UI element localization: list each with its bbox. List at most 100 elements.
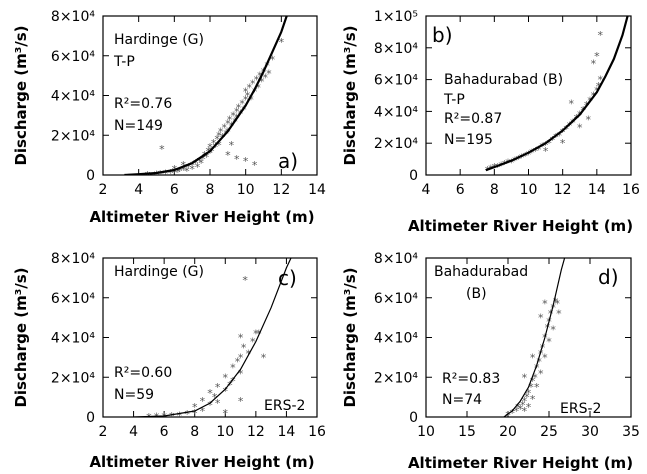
data-point: *	[532, 371, 538, 384]
x-tick-label: 12	[247, 424, 265, 440]
data-point: *	[211, 137, 217, 150]
fit-curve	[485, 16, 629, 172]
data-point: *	[238, 367, 244, 380]
data-point: *	[234, 153, 240, 166]
data-point: *	[542, 351, 548, 364]
data-point: *	[543, 145, 549, 158]
x-axis-title: Altimeter River Height (m)	[408, 217, 633, 235]
x-tick-label: 14	[308, 182, 326, 198]
data-point: *	[195, 161, 201, 174]
x-tick-label: 25	[540, 424, 558, 440]
sample-count-label: N=59	[114, 387, 154, 403]
y-tick-label: 4×10⁴	[374, 331, 418, 347]
data-point: *	[213, 141, 219, 154]
x-tick-label: 8	[206, 182, 215, 198]
data-point: *	[515, 401, 521, 414]
r-squared-label: R²=0.83	[442, 371, 500, 387]
x-tick-label: 8	[190, 424, 199, 440]
y-axis-title: Discharge (m³/s)	[341, 25, 359, 165]
data-point: *	[200, 395, 206, 408]
y-axis-title: Discharge (m³/s)	[12, 25, 30, 165]
y-tick-label: 0	[409, 168, 418, 184]
data-point: *	[230, 375, 236, 388]
data-point: *	[526, 401, 532, 414]
panel-a: 2 4 6 8 10 12 14 0 2×10⁴ 4×10⁴ 6×10⁴ 8×10⁴ Altimeter…	[12, 9, 326, 226]
data-point: *	[540, 341, 546, 354]
data-point: *	[550, 134, 556, 147]
data-point: *	[568, 97, 574, 110]
x-tick-label: 20	[499, 424, 517, 440]
data-point: *	[204, 151, 210, 164]
data-point: *	[146, 411, 152, 424]
y-tick-label: 1×10⁵	[374, 9, 418, 25]
data-point: *	[509, 156, 515, 169]
data-point: *	[242, 274, 248, 287]
data-point: *	[556, 308, 562, 321]
data-point: *	[567, 120, 573, 133]
data-point: *	[505, 409, 511, 422]
y-axis-title: Discharge (m³/s)	[341, 267, 359, 407]
sample-count-label: N=74	[442, 392, 482, 408]
data-point: *	[560, 126, 566, 139]
x-tick-label: 6	[456, 182, 465, 198]
x-tick-label: 4	[422, 182, 431, 198]
y-tick-label: 2×10⁴	[51, 370, 95, 386]
data-point: *	[526, 387, 532, 400]
data-point: *	[212, 391, 218, 404]
data-point: *	[522, 395, 528, 408]
data-point: *	[241, 103, 247, 116]
data-point: *	[198, 157, 204, 170]
data-point: *	[530, 393, 536, 406]
data-point: *	[528, 381, 534, 394]
data-point: *	[234, 105, 240, 118]
y-tick-label: 6×10⁴	[51, 49, 95, 65]
r-squared-label: R²=0.60	[114, 365, 172, 381]
data-point: *	[519, 152, 525, 165]
data-point: *	[266, 68, 272, 81]
data-point: *	[243, 86, 249, 99]
data-point: *	[598, 29, 604, 42]
mission-label: ERS-2	[264, 398, 305, 414]
data-point: *	[250, 335, 256, 348]
data-point: *	[245, 90, 251, 103]
data-point: *	[522, 371, 528, 384]
data-point: *	[169, 410, 175, 423]
data-point: *	[216, 139, 222, 152]
data-point: *	[261, 351, 267, 364]
data-point: *	[253, 328, 259, 341]
data-point: *	[546, 335, 552, 348]
panel-letter: a)	[278, 149, 298, 173]
data-point: *	[215, 397, 221, 410]
data-point: *	[259, 76, 265, 89]
y-tick-label: 2×10⁴	[374, 136, 418, 152]
panel-c: 2 4 6 8 10 12 14 16 0 2×10⁴ 4×10⁴ 6×10⁴ 8×10⁴ Altimet…	[12, 251, 326, 471]
data-point: *	[235, 355, 241, 368]
y-tick-label: 6×10⁴	[374, 291, 418, 307]
data-point: *	[498, 159, 504, 172]
mission-label: T-P	[443, 92, 465, 108]
data-point: *	[516, 153, 522, 166]
data-point: *	[238, 351, 244, 364]
data-point: *	[193, 157, 199, 170]
data-point: *	[250, 78, 256, 91]
y-tick-label: 0	[409, 410, 418, 426]
r-squared-label: R²=0.76	[114, 96, 172, 112]
data-point: *	[200, 153, 206, 166]
data-point: *	[522, 405, 528, 418]
data-point: *	[225, 117, 231, 130]
x-tick-label: 30	[581, 424, 599, 440]
data-point: *	[223, 407, 229, 420]
r-squared-label: R²=0.87	[444, 111, 502, 127]
data-point: *	[553, 296, 559, 309]
fit-curve	[503, 258, 566, 417]
data-point: *	[598, 74, 604, 87]
y-tick-label: 4×10⁴	[51, 89, 95, 105]
y-tick-label: 0	[86, 410, 95, 426]
station-label: Bahadurabad (B)	[444, 72, 563, 88]
x-tick-label: 10	[237, 182, 255, 198]
data-point: *	[154, 168, 160, 181]
y-tick-label: 8×10⁴	[51, 9, 95, 25]
x-tick-label: 2	[99, 182, 108, 198]
x-tick-label: 10	[520, 182, 538, 198]
